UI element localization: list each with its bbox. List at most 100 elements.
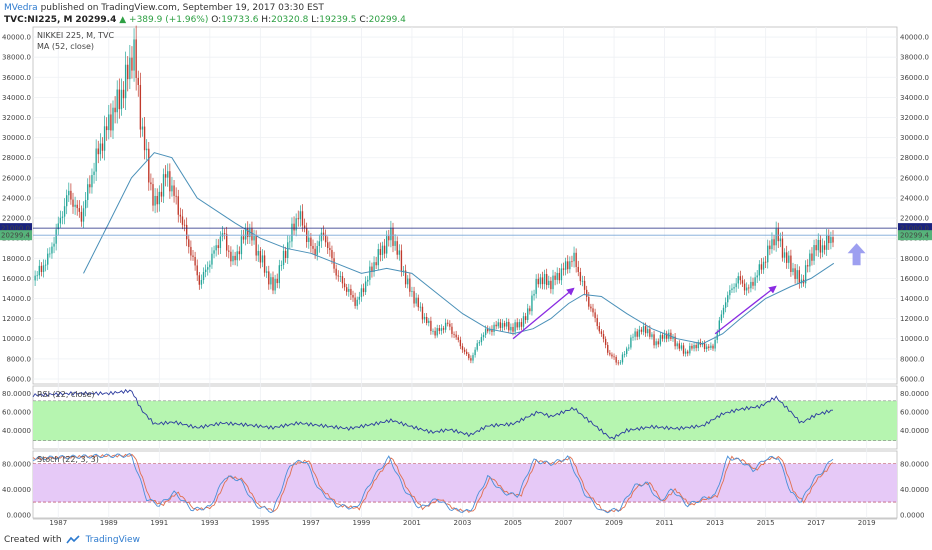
candle-body <box>114 107 116 113</box>
candle-body <box>249 228 251 238</box>
candle-body <box>101 143 104 151</box>
candle-body <box>649 329 651 337</box>
candle-body <box>156 195 158 205</box>
y-tick-label-right: 12000.0 <box>900 315 929 323</box>
candle-body <box>680 345 683 349</box>
candle-body <box>49 253 51 255</box>
stoch-band <box>33 463 897 503</box>
candle-body <box>714 339 716 349</box>
candle-body <box>369 266 371 280</box>
y-tick-label-left: 38000.0 <box>2 54 31 62</box>
candle-body <box>600 331 603 334</box>
candle-body <box>215 245 217 251</box>
candle-body <box>598 326 600 332</box>
x-tick-label: 2015 <box>757 519 775 527</box>
candle-body <box>173 185 175 196</box>
candle-body <box>63 206 66 217</box>
candle-body <box>661 335 664 339</box>
tradingview-brand-link[interactable]: TradingView <box>85 535 140 545</box>
candle-body <box>137 77 139 85</box>
candle-body <box>651 334 653 337</box>
candle-body <box>335 268 337 276</box>
author-link[interactable]: MVedra <box>4 3 38 13</box>
candle-body <box>543 274 546 285</box>
candle-body <box>546 274 548 286</box>
candle-body <box>133 39 135 71</box>
candle-body <box>823 245 826 250</box>
candle-body <box>53 243 55 247</box>
candle-body <box>91 174 93 188</box>
candle-body <box>295 218 297 231</box>
candle-body <box>828 235 830 244</box>
candle-body <box>148 148 150 183</box>
candle-body <box>468 354 470 359</box>
candle-body <box>329 247 331 251</box>
candle-body <box>672 336 674 339</box>
candle-body <box>560 268 563 281</box>
candle-body <box>510 326 512 331</box>
candle-body <box>209 264 211 268</box>
candle-body <box>653 334 655 346</box>
candle-body <box>762 261 765 270</box>
candle-body <box>682 345 685 354</box>
candle-body <box>110 114 112 131</box>
candle-body <box>169 171 171 192</box>
candle-body <box>333 258 335 269</box>
candle-body <box>689 345 691 354</box>
candle-body <box>571 261 573 263</box>
candle-body <box>253 235 255 241</box>
y-tick-label-right: 38000.0 <box>900 54 929 62</box>
candle-body <box>68 190 70 196</box>
x-tick-label: 2017 <box>807 519 825 527</box>
candle-body <box>743 283 746 291</box>
candle-body <box>693 345 695 349</box>
candle-body <box>316 245 318 255</box>
candle-body <box>236 251 238 261</box>
candle-body <box>735 283 737 288</box>
candle-body <box>499 322 502 328</box>
candle-body <box>339 276 342 277</box>
candle-body <box>813 245 815 261</box>
stoch-tick-label-left: 40.0000 <box>2 486 31 494</box>
candle-body <box>461 346 464 350</box>
candle-body <box>811 253 813 261</box>
candle-body <box>80 211 83 222</box>
candle-body <box>324 235 327 243</box>
candle-body <box>550 280 552 290</box>
candle-body <box>590 306 592 309</box>
candle-body <box>358 296 360 300</box>
candle-body <box>234 255 236 261</box>
y-tick-label-right: 40000.0 <box>900 34 929 42</box>
candle-body <box>558 272 560 281</box>
candle-body <box>343 283 346 288</box>
x-tick-label: 2001 <box>403 519 421 527</box>
candle-body <box>809 253 811 267</box>
candle-body <box>396 241 398 255</box>
candle-body <box>497 322 499 327</box>
candle-body <box>272 277 274 291</box>
stoch-tick-label: 80.0000 <box>900 460 929 468</box>
candle-body <box>442 328 445 330</box>
candle-body <box>84 200 87 209</box>
rsi-tick-label: 80.0000 <box>900 390 929 398</box>
candle-body <box>556 272 558 280</box>
candle-body <box>438 328 440 331</box>
candle-body <box>537 278 539 285</box>
trend-arrow <box>512 287 575 340</box>
publish-line: MVedra published on TradingView.com, Sep… <box>4 2 406 14</box>
candle-body <box>826 235 828 250</box>
candle-body <box>251 228 253 241</box>
candle-body <box>583 280 586 290</box>
candle-body <box>217 245 219 249</box>
level-label-left: 20299.4 <box>1 232 30 240</box>
y-tick-label-left: 10000.0 <box>2 335 31 343</box>
candle-body <box>118 89 120 110</box>
level-badge-right <box>898 230 932 241</box>
y-tick-label-right: 36000.0 <box>900 74 929 82</box>
candle-body <box>771 239 773 250</box>
candle-body <box>718 320 720 333</box>
candle-body <box>729 289 731 296</box>
close-label: C: <box>359 15 369 25</box>
stoch-d-line <box>32 453 834 514</box>
